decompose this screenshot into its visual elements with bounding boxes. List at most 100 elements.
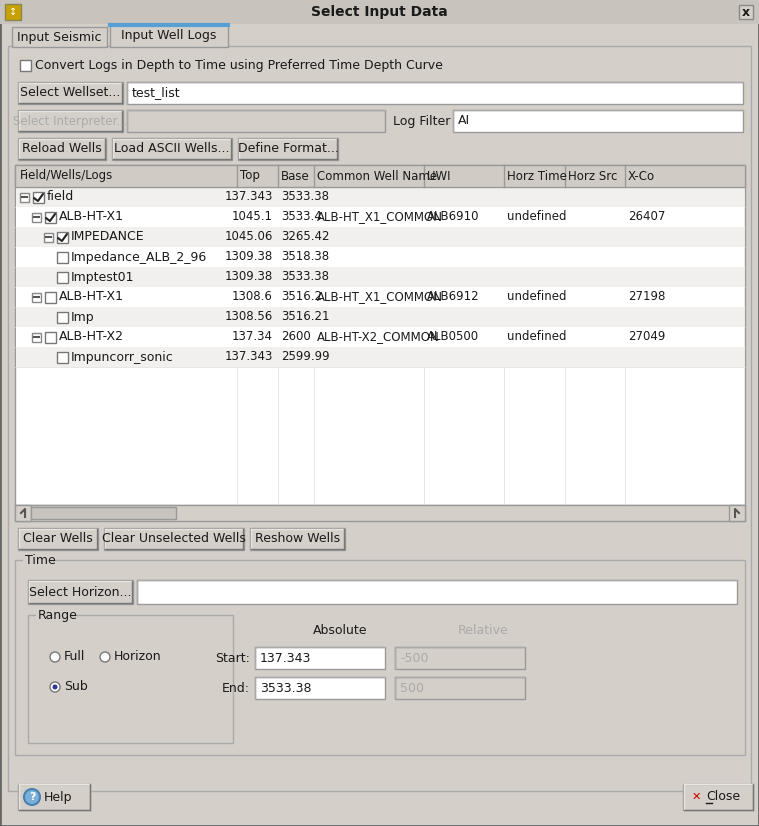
Text: 1308.56: 1308.56	[225, 311, 273, 324]
Text: Full: Full	[64, 651, 85, 663]
Text: 3518.38: 3518.38	[281, 250, 329, 263]
Text: Reload Wells: Reload Wells	[22, 143, 102, 155]
Text: Common Well Name: Common Well Name	[317, 169, 437, 183]
Bar	[18, 528, 98, 550]
Circle shape	[50, 652, 60, 662]
Bar	[395, 677, 525, 699]
Bar	[44, 233, 53, 242]
Text: Horizon: Horizon	[114, 651, 162, 663]
Text: 27198: 27198	[628, 291, 666, 303]
Bar	[395, 647, 525, 669]
Text: ✕: ✕	[691, 792, 701, 802]
Bar	[20, 193, 29, 202]
Text: Select Input Data: Select Input Data	[310, 5, 447, 19]
Text: 2600: 2600	[281, 330, 310, 344]
Bar	[28, 615, 233, 743]
Text: 3533.4: 3533.4	[281, 211, 322, 224]
Text: 137.343: 137.343	[225, 191, 273, 203]
Bar	[250, 528, 345, 550]
Text: ALB-HT_X1_COMMON: ALB-HT_X1_COMMON	[317, 211, 443, 224]
Bar	[18, 784, 90, 810]
Bar	[15, 560, 745, 755]
Text: Log Filter: Log Filter	[393, 115, 450, 127]
Text: Impedance_ALB_2_96: Impedance_ALB_2_96	[71, 250, 207, 263]
Bar	[16, 227, 744, 247]
Circle shape	[50, 682, 60, 692]
Text: 137.343: 137.343	[260, 652, 311, 664]
Bar	[729, 505, 745, 521]
Bar	[31, 507, 176, 519]
Bar	[5, 4, 21, 20]
Text: 1045.06: 1045.06	[225, 230, 273, 244]
Bar	[137, 580, 737, 604]
Text: 3533.38: 3533.38	[281, 191, 329, 203]
Bar	[683, 784, 753, 810]
Bar	[15, 165, 745, 505]
Text: 2599.99: 2599.99	[281, 350, 329, 363]
Text: AI: AI	[458, 115, 470, 127]
Text: test_list: test_list	[132, 87, 181, 99]
Bar	[57, 272, 68, 283]
Text: 3516.21: 3516.21	[281, 311, 329, 324]
Text: Reshow Wells: Reshow Wells	[255, 533, 340, 545]
Bar	[16, 247, 744, 267]
Bar	[16, 327, 744, 347]
Bar	[15, 165, 745, 187]
Text: Select Interpreter...: Select Interpreter...	[13, 115, 128, 127]
Bar	[36, 614, 70, 618]
Bar	[104, 528, 244, 550]
Bar	[12, 27, 107, 47]
Bar	[255, 677, 385, 699]
Text: Top: Top	[240, 169, 260, 183]
Text: 1309.38: 1309.38	[225, 250, 273, 263]
Bar	[739, 5, 753, 19]
Text: Time: Time	[25, 554, 55, 567]
Text: 3516.2: 3516.2	[281, 291, 322, 303]
Bar	[57, 312, 68, 323]
Bar	[18, 138, 106, 160]
Text: field: field	[47, 191, 74, 203]
Text: 3533.38: 3533.38	[260, 681, 311, 695]
Text: ALB-HT-X2: ALB-HT-X2	[59, 330, 124, 344]
Text: 137.34: 137.34	[232, 330, 273, 344]
Bar	[255, 647, 385, 669]
Text: ALB0500: ALB0500	[427, 330, 479, 344]
Text: Load ASCII Wells...: Load ASCII Wells...	[115, 143, 230, 155]
Text: ALB6912: ALB6912	[427, 291, 480, 303]
Text: Input Well Logs: Input Well Logs	[121, 30, 216, 42]
Text: Start:: Start:	[215, 652, 250, 664]
Bar	[16, 287, 744, 307]
Text: UWI: UWI	[427, 169, 451, 183]
Bar	[57, 252, 68, 263]
Bar	[15, 505, 745, 521]
Text: Input Seismic: Input Seismic	[17, 31, 101, 44]
Bar	[16, 307, 744, 327]
Circle shape	[24, 789, 40, 805]
Bar	[16, 207, 744, 227]
Text: ↕: ↕	[9, 7, 17, 17]
Text: Absolute: Absolute	[313, 624, 367, 638]
Text: ALB-HT-X2_COMMON: ALB-HT-X2_COMMON	[317, 330, 439, 344]
Bar	[18, 110, 123, 132]
Text: Convert Logs in Depth to Time using Preferred Time Depth Curve: Convert Logs in Depth to Time using Pref…	[35, 59, 442, 73]
Text: 3533.38: 3533.38	[281, 270, 329, 283]
Bar	[32, 333, 41, 342]
Text: IMPEDANCE: IMPEDANCE	[71, 230, 145, 244]
Text: Close: Close	[706, 790, 740, 804]
Text: 27049: 27049	[628, 330, 666, 344]
Bar	[57, 352, 68, 363]
Text: Select Wellset...: Select Wellset...	[20, 87, 121, 99]
Bar	[110, 25, 228, 47]
Text: Clear Wells: Clear Wells	[23, 533, 93, 545]
Bar	[20, 60, 31, 71]
Text: 1308.6: 1308.6	[232, 291, 273, 303]
Text: ?: ?	[29, 792, 35, 802]
Text: Sub: Sub	[64, 681, 88, 694]
Bar	[127, 110, 385, 132]
Text: ALB-HT-X1: ALB-HT-X1	[59, 211, 124, 224]
Text: 1045.1: 1045.1	[232, 211, 273, 224]
Text: Horz Time: Horz Time	[507, 169, 567, 183]
Bar	[112, 138, 232, 160]
Bar	[28, 580, 133, 604]
Text: x: x	[742, 6, 750, 18]
